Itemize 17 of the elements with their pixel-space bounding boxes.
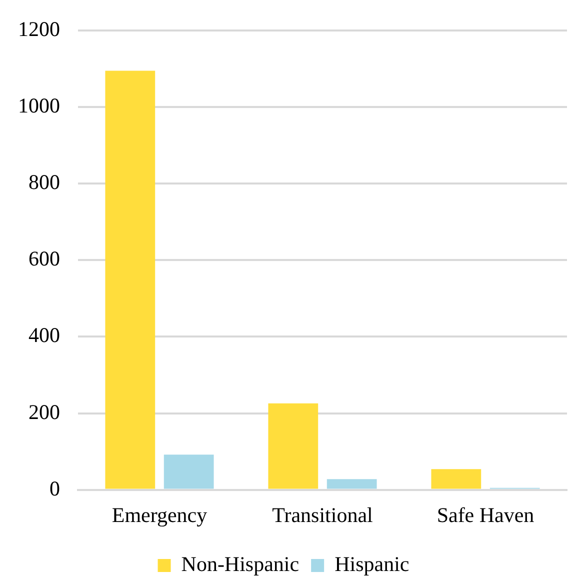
legend-label: Hispanic bbox=[334, 552, 410, 576]
bar bbox=[105, 70, 156, 489]
bar bbox=[164, 454, 214, 489]
y-tick-label: 600 bbox=[28, 246, 60, 271]
y-tick-label: 400 bbox=[28, 323, 60, 348]
x-tick-label: Transitional bbox=[272, 502, 374, 527]
y-tick-label: 1200 bbox=[18, 17, 60, 42]
x-tick-label: Safe Haven bbox=[436, 502, 535, 527]
bar bbox=[431, 469, 482, 489]
y-tick-label: 800 bbox=[28, 170, 60, 194]
bar bbox=[326, 479, 377, 489]
bar bbox=[268, 403, 318, 489]
x-tick-label: Emergency bbox=[112, 502, 208, 527]
y-tick-label: 200 bbox=[28, 400, 60, 424]
y-tick-label: 0 bbox=[50, 476, 60, 500]
y-tick-label: 1000 bbox=[18, 94, 60, 118]
legend-label: Non-Hispanic bbox=[181, 552, 300, 576]
